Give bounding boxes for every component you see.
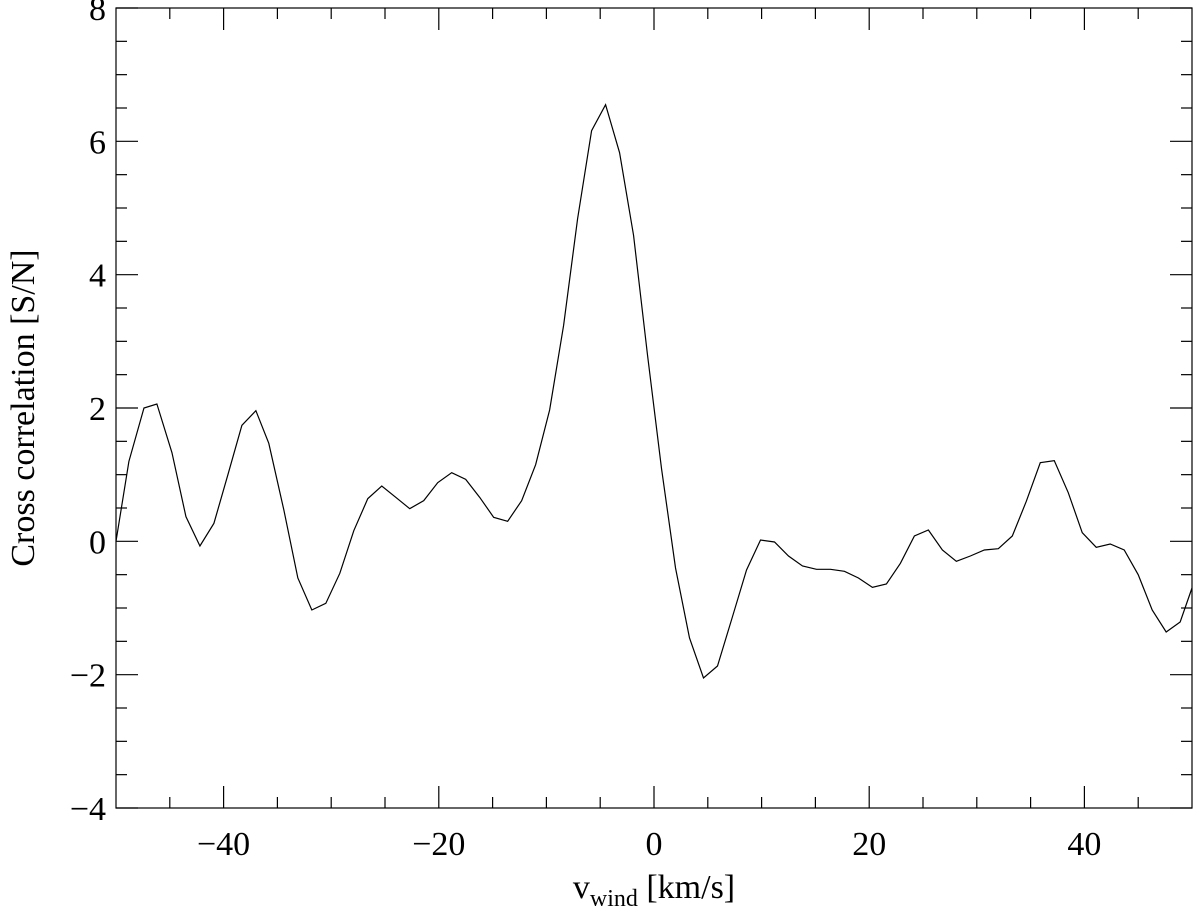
y-tick-label: 4 xyxy=(89,258,106,295)
data-line xyxy=(115,103,1193,680)
y-tick-label: 8 xyxy=(89,0,106,28)
y-tick-label: 6 xyxy=(89,124,106,161)
x-tick-label: −20 xyxy=(412,826,465,863)
y-tick-label: −2 xyxy=(70,658,106,695)
y-tick-label: −4 xyxy=(70,791,106,828)
y-axis-label: Cross correlation [S/N] xyxy=(5,249,42,566)
x-label-main: v xyxy=(573,869,590,906)
x-tick-label: 0 xyxy=(646,826,663,863)
x-tick-label: −40 xyxy=(197,826,250,863)
x-axis-label: vwind [km/s] xyxy=(573,869,735,912)
y-tick-label: 0 xyxy=(89,524,106,561)
y-tick-label: 2 xyxy=(89,391,106,428)
x-tick-label: 40 xyxy=(1067,826,1101,863)
x-label-sub: wind xyxy=(590,886,638,912)
x-label-rest: [km/s] xyxy=(638,869,735,906)
x-tick-label: 20 xyxy=(852,826,886,863)
